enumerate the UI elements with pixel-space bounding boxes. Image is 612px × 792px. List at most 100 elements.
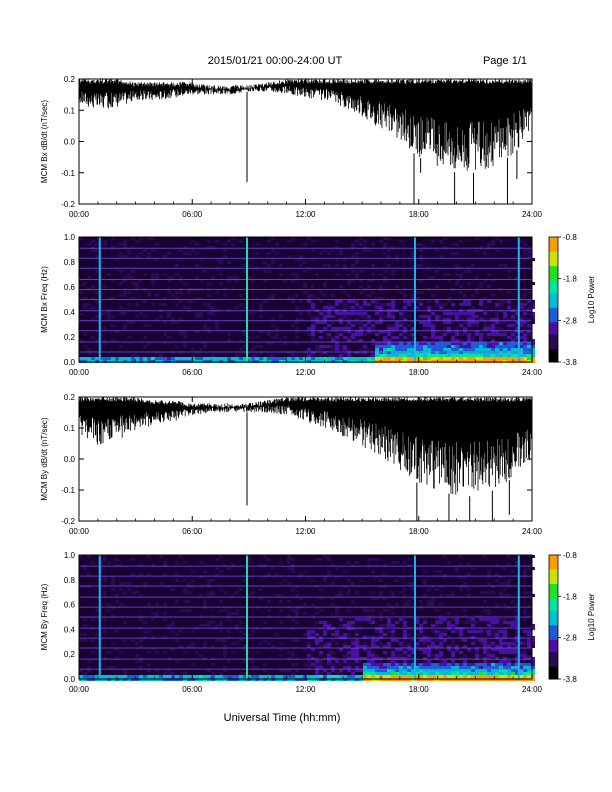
bx-spectrogram-cell	[247, 276, 251, 279]
by-spectrogram-cell	[439, 675, 443, 678]
by-spectrogram-cell	[443, 639, 447, 642]
bx-spectrogram-cell	[191, 357, 195, 360]
bx-spectrogram-cell	[291, 273, 295, 276]
bx-spectrogram-cell	[227, 276, 231, 279]
bx-spectrogram-cell	[391, 303, 395, 306]
bx-spectrogram-cell	[223, 255, 227, 258]
bx-spectrogram-cell	[479, 348, 483, 351]
bx-spectrogram-cell	[191, 240, 195, 243]
by-spectrogram-cell	[367, 660, 371, 663]
bx-spectrogram-cell	[355, 276, 359, 279]
bx-spectrogram-cell	[427, 342, 431, 345]
by-spectrogram-cell	[407, 645, 411, 648]
bx-waveform-trace	[78, 79, 532, 171]
bx-spectrogram-cell	[147, 237, 151, 240]
by-spectrogram-cell	[515, 636, 519, 639]
by-spectrogram-cell	[263, 663, 267, 666]
bx-spectrogram-cell	[135, 282, 139, 285]
bx-spectrogram-cell	[235, 276, 239, 279]
bx-spectrogram-cell	[455, 252, 459, 255]
y-tick-label: 0.0	[64, 675, 76, 684]
by-spectrogram-cell	[491, 660, 495, 663]
bx-spectrogram-cell	[331, 345, 335, 348]
bx-spectrogram-cell	[523, 336, 527, 339]
bx-spectrogram-cell	[407, 258, 411, 261]
bx-spectrogram-cell	[391, 315, 395, 318]
bx-spectrogram-cell	[303, 243, 307, 246]
by-spectrogram-cell	[331, 633, 335, 636]
by-spectrogram-cell	[395, 621, 399, 624]
by-spectrogram-cell	[451, 675, 455, 678]
by-spectrogram-cell	[423, 669, 427, 672]
by-spectrogram-cell	[355, 591, 359, 594]
bx-spectrogram-cell	[515, 276, 519, 279]
by-spectrogram-cell	[87, 666, 91, 669]
bx-spectrogram-cell	[431, 342, 435, 345]
by-spectrogram-cell	[447, 672, 451, 675]
bx-spectrogram-cell	[475, 321, 479, 324]
bx-spectrogram-cell	[351, 279, 355, 282]
bx-spectrogram-cell	[403, 348, 407, 351]
by-spectrogram-cell	[83, 675, 87, 678]
by-spectrogram-cell	[319, 666, 323, 669]
bx-spectrogram-cell	[363, 357, 367, 360]
by-spectrogram-cell	[279, 642, 283, 645]
by-spectrogram-cell	[515, 624, 519, 627]
by-spectrogram-cell	[131, 558, 135, 561]
by-spectrogram-cell	[423, 657, 427, 660]
by-spectrogram-cell	[415, 675, 419, 678]
bx-spectrogram-cell	[475, 357, 479, 360]
by-spectrogram-cell	[395, 561, 399, 564]
bx-spectrogram-cell	[371, 327, 375, 330]
by-spectrogram-cell	[475, 651, 479, 654]
by-spectrogram-cell	[371, 591, 375, 594]
bx-spectrogram-cell	[379, 306, 383, 309]
by-spectrogram-cell	[419, 636, 423, 639]
bx-spectrogram-cell	[447, 330, 451, 333]
bx-spectrogram-cell	[515, 321, 519, 324]
by-spectrogram-cell	[359, 669, 363, 672]
bx-spectrogram-cell	[367, 357, 371, 360]
by-spectrogram-cell	[347, 588, 351, 591]
by-spectrogram-cell	[399, 663, 403, 666]
by-spectrogram-cell	[351, 672, 355, 675]
bx-spectrogram-cell	[491, 357, 495, 360]
bx-spectrogram-cell	[391, 345, 395, 348]
by-spectrogram-cell	[391, 624, 395, 627]
by-spectrogram-cell	[347, 645, 351, 648]
bx-spectrogram-cell	[495, 306, 499, 309]
bx-spectrogram-cell	[99, 333, 103, 336]
bx-spectrogram-cell	[455, 354, 459, 357]
by-spectrogram-cell	[455, 645, 459, 648]
by-spectrogram-cell	[371, 672, 375, 675]
by-spectrogram-cell	[263, 639, 267, 642]
colorbar-step	[549, 257, 558, 261]
colorbar-step	[549, 583, 558, 587]
bx-spectrogram-cell	[435, 330, 439, 333]
bx-spectrogram-cell	[523, 303, 527, 306]
by-spectrogram-cell	[411, 666, 415, 669]
bx-spectrogram-cell	[503, 318, 507, 321]
by-spectrogram-cell	[487, 657, 491, 660]
bx-spectrogram-cell	[455, 342, 459, 345]
by-spectrogram-cell	[523, 612, 527, 615]
bx-spectrogram-cell	[167, 276, 171, 279]
by-spectrogram-cell	[471, 666, 475, 669]
by-spectrogram-cell	[227, 660, 231, 663]
by-spectrogram-cell	[411, 657, 415, 660]
bx-spectrogram-cell	[515, 342, 519, 345]
by-spectrogram-cell	[239, 588, 243, 591]
bx-spectrogram-cell	[175, 357, 179, 360]
by-spectrogram-cell	[415, 633, 419, 636]
bx-spectrogram-cell	[415, 306, 419, 309]
bx-spectrogram-cell	[443, 354, 447, 357]
by-spectrogram-cell	[251, 675, 255, 678]
bx-spectrogram-cell	[163, 357, 167, 360]
by-spectrogram-cell	[455, 666, 459, 669]
by-spectrogram-cell	[443, 669, 447, 672]
by-spectrogram-cell	[459, 636, 463, 639]
by-spectrogram-cell	[531, 666, 535, 669]
by-spectrogram-cell	[391, 594, 395, 597]
by-spectrogram-cell	[527, 591, 531, 594]
by-spectrogram-cell	[339, 663, 343, 666]
